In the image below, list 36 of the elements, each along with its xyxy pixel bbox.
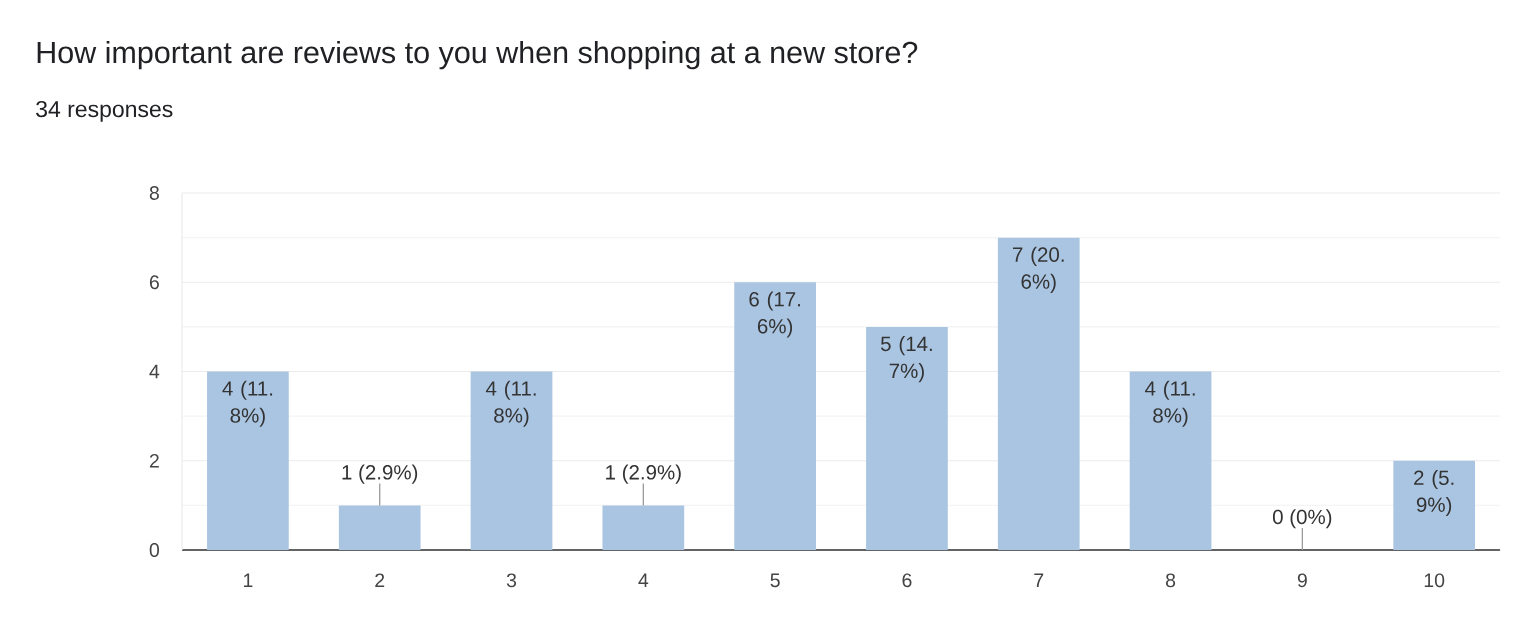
- x-tick-label: 6: [902, 573, 912, 588]
- bar: [997, 237, 1080, 551]
- bar: [1129, 371, 1212, 551]
- bar: [602, 505, 685, 551]
- bar: [1393, 460, 1476, 551]
- bar: [207, 371, 289, 551]
- data-label: 6 (17.6%): [749, 291, 801, 338]
- y-tick-label: 4: [149, 364, 160, 379]
- chart-subtitle: 34 responses: [36, 100, 173, 122]
- data-label: 1 (2.9%): [606, 464, 681, 484]
- bar: [338, 505, 421, 551]
- data-label: 1 (2.9%): [342, 464, 418, 484]
- data-label: 0 (0%): [1272, 509, 1332, 529]
- x-tick-label: 5: [770, 573, 780, 588]
- x-tick-label: 9: [1297, 573, 1307, 588]
- x-tick-label: 2: [375, 573, 385, 588]
- y-tick-label: 8: [149, 186, 159, 200]
- bar: [866, 326, 948, 551]
- data-label: 2 (5.9%): [1414, 469, 1454, 517]
- data-label: 7 (20.6%): [1013, 246, 1064, 293]
- x-tick-label: 10: [1424, 573, 1445, 588]
- chart-title: How important are reviews to you when shopping at a new store?: [37, 40, 918, 70]
- x-tick-label: 4: [638, 573, 649, 588]
- data-label: 4 (11.8%): [222, 380, 273, 427]
- y-tick-label: 0: [149, 543, 160, 557]
- x-tick-label: 8: [1165, 573, 1176, 588]
- y-tick-label: 2: [149, 453, 159, 468]
- bar: [470, 371, 553, 551]
- y-tick-label: 6: [149, 275, 159, 290]
- data-label: 4 (11.8%): [485, 380, 536, 427]
- x-tick-label: 7: [1034, 573, 1044, 588]
- data-label: 4 (11.8%): [1145, 380, 1195, 427]
- x-tick-label: 1: [243, 573, 253, 588]
- x-tick-label: 3: [506, 573, 517, 588]
- bar: [734, 282, 816, 551]
- data-label: 5 (14.7%): [880, 336, 932, 383]
